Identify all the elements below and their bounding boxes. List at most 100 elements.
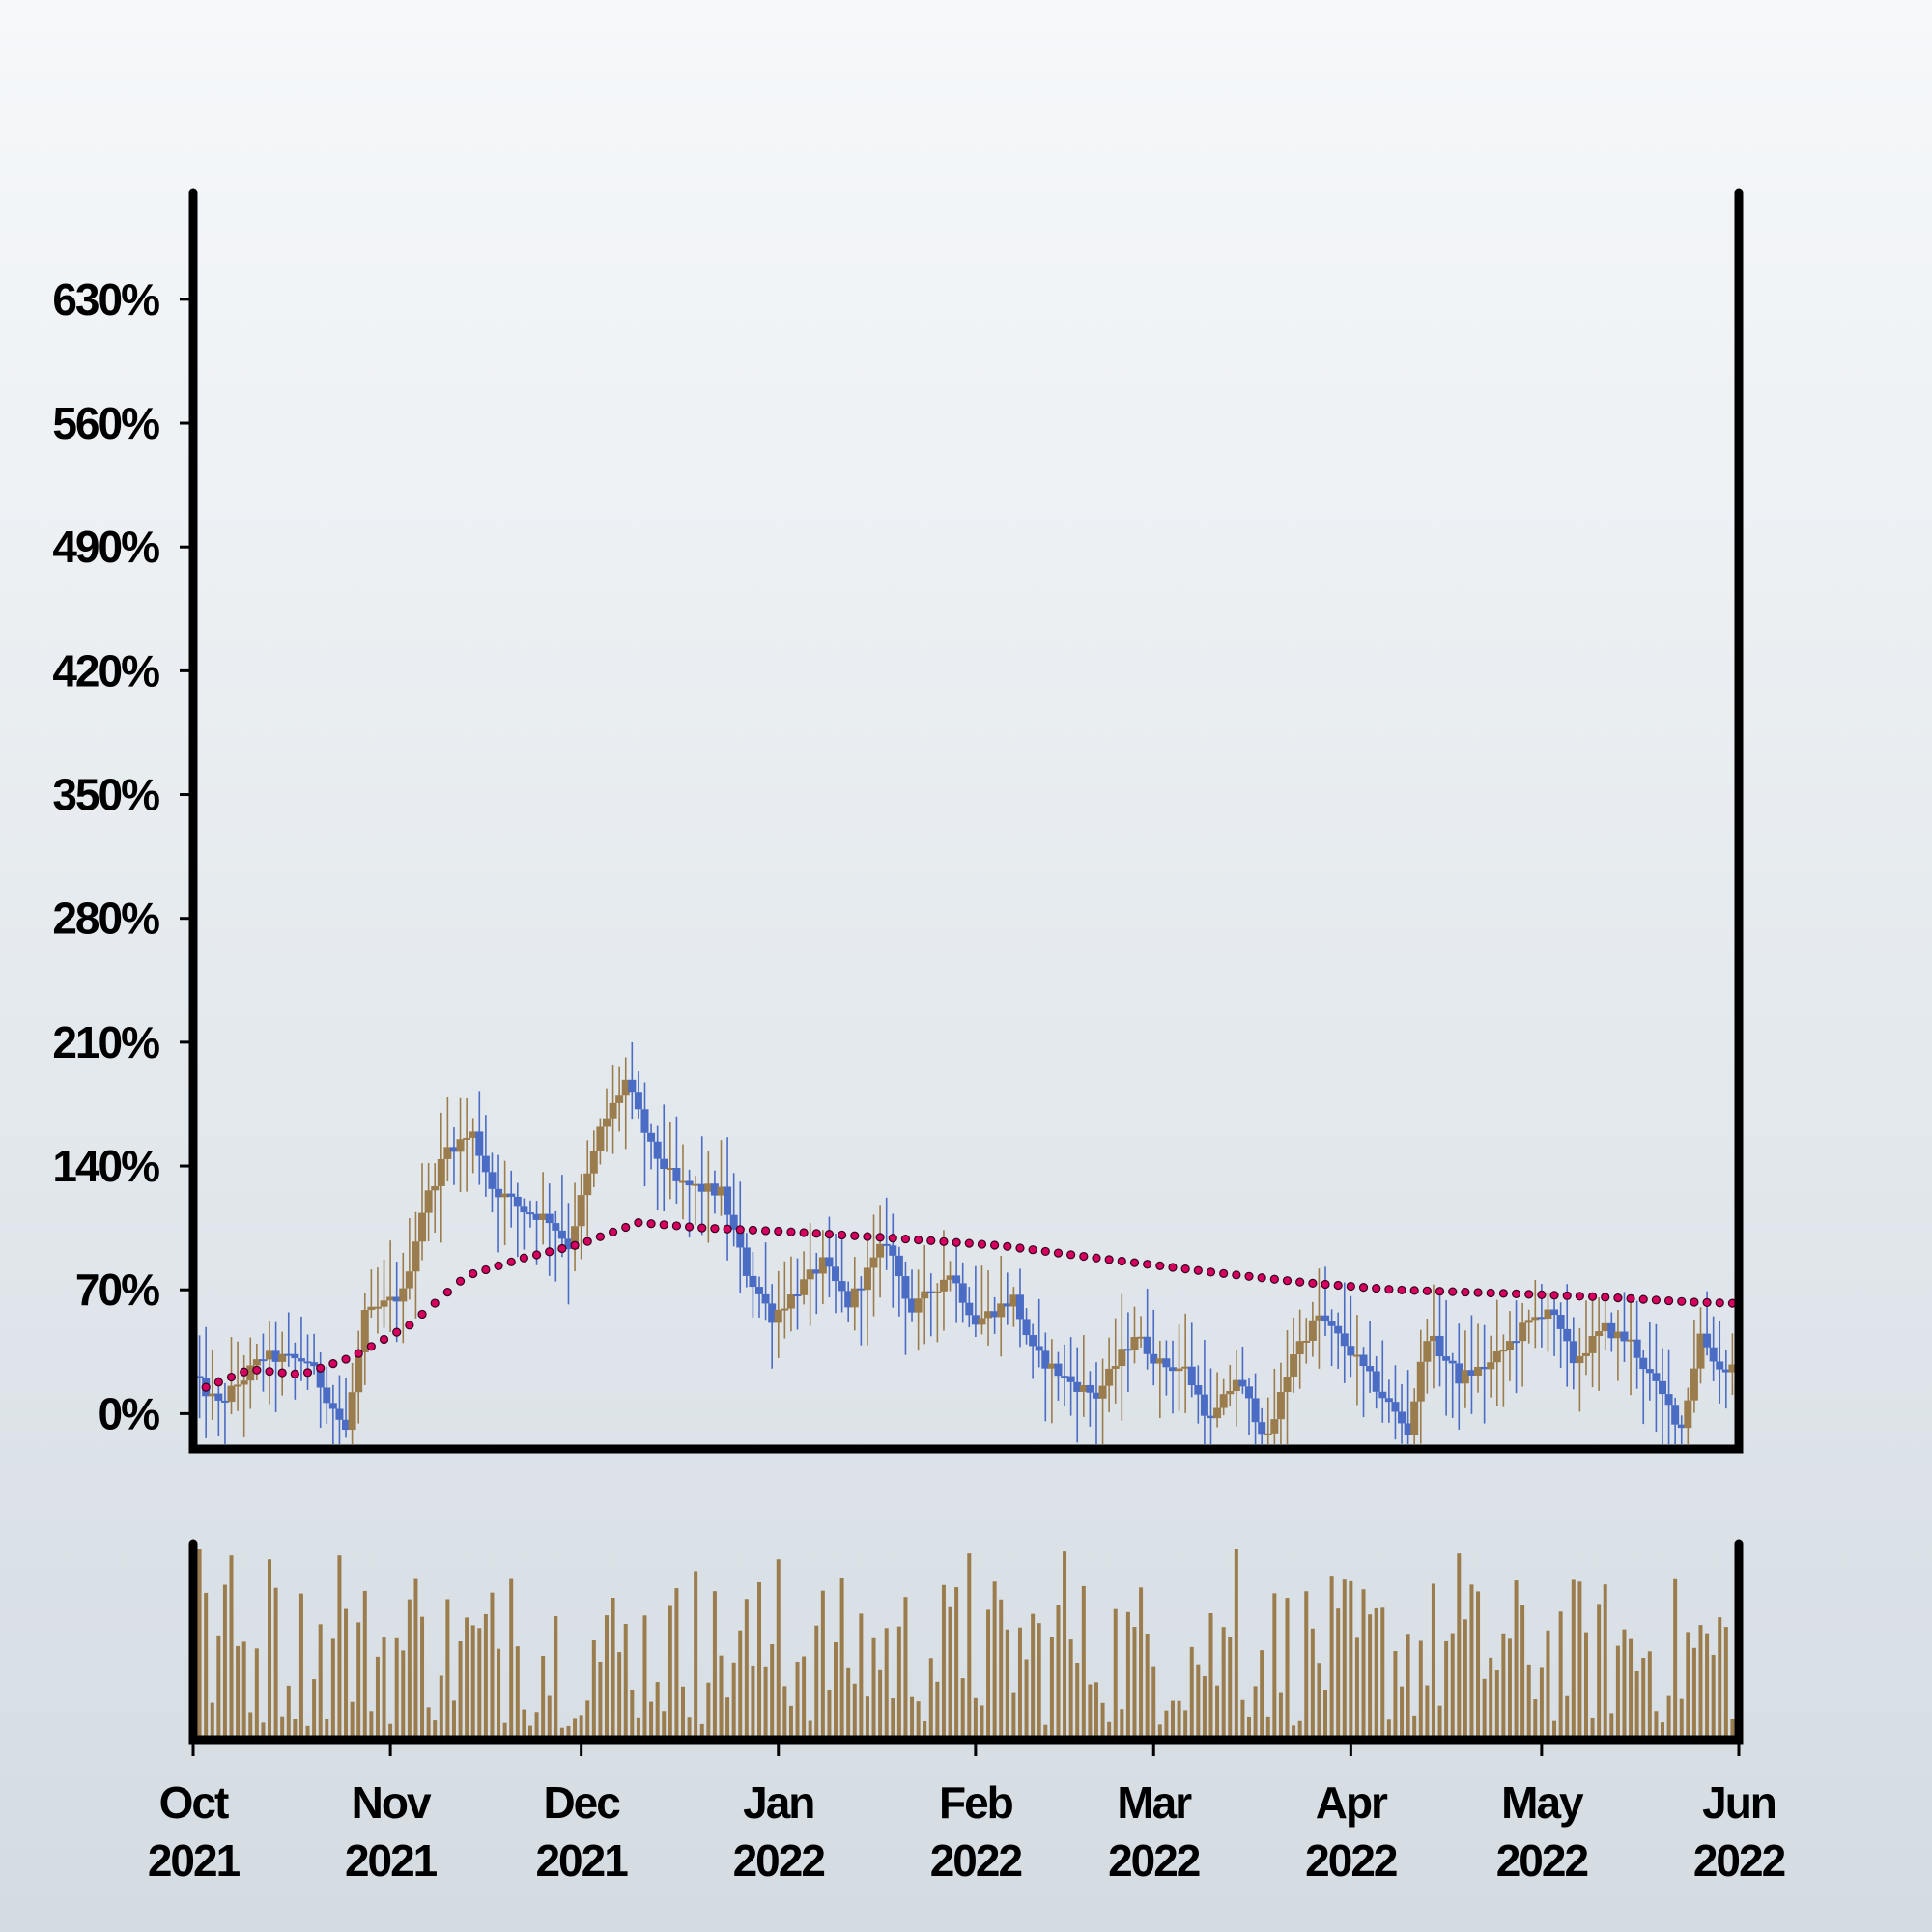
volume-bars (197, 1549, 1735, 1736)
candle-body (1054, 1363, 1063, 1377)
moving-average-point (723, 1224, 732, 1234)
candle-body (933, 1291, 942, 1293)
volume-bar (916, 1701, 921, 1736)
volume-bar (1113, 1608, 1118, 1736)
candle-body (1041, 1350, 1050, 1369)
volume-bar (1457, 1553, 1462, 1736)
candle-body (532, 1213, 541, 1220)
volume-bar (1272, 1593, 1277, 1736)
moving-average-point (557, 1243, 567, 1254)
volume-bar (566, 1725, 571, 1736)
volume-bar (763, 1666, 768, 1736)
candle-body (1035, 1346, 1043, 1351)
moving-average-point (634, 1218, 643, 1228)
volume-bar (1597, 1604, 1602, 1736)
candle-body (500, 1193, 509, 1198)
candle-body (901, 1276, 910, 1299)
moving-average-point (1028, 1245, 1037, 1255)
moving-average-point (1358, 1282, 1369, 1293)
candle-body (1652, 1373, 1661, 1381)
candle-body (1721, 1369, 1730, 1373)
volume-bar (1603, 1584, 1607, 1736)
moving-average-point (1549, 1291, 1559, 1300)
candle-body (386, 1296, 395, 1301)
candle-body (1264, 1433, 1272, 1435)
volume-bar (356, 1622, 361, 1736)
moving-average-point (786, 1227, 796, 1236)
candle-body (1423, 1341, 1432, 1362)
volume-bar (910, 1696, 915, 1736)
volume-bar (1444, 1640, 1449, 1736)
candle-body (266, 1350, 274, 1360)
candle-body (685, 1180, 694, 1186)
volume-bar (878, 1669, 883, 1736)
x-axis-ticks: Oct 2021 Nov 2021 Dec 2021 Jan 2022 Feb 2022 Mar 20… (148, 1740, 1787, 1886)
volume-bar (534, 1712, 539, 1736)
volume-bar (407, 1599, 412, 1736)
moving-average-point (1040, 1246, 1050, 1257)
volume-bar (1723, 1627, 1728, 1736)
candle-body (647, 1132, 656, 1142)
volume-bar (1068, 1639, 1073, 1736)
x-tick-month: Jan (743, 1777, 813, 1828)
candle-body (965, 1302, 974, 1316)
candle-body (1576, 1355, 1584, 1364)
volume-bar (699, 1723, 704, 1736)
candle-body (1111, 1366, 1120, 1369)
volume-bar (1056, 1605, 1061, 1736)
candle-body (1410, 1401, 1419, 1435)
volume-bar (820, 1590, 825, 1736)
volume-bar (268, 1559, 272, 1736)
candle-body (1003, 1303, 1011, 1307)
candle-body (876, 1243, 885, 1258)
volume-bar (236, 1645, 241, 1736)
volume-bar (1304, 1591, 1309, 1736)
volume-bar (1125, 1611, 1130, 1736)
candle-body (1474, 1366, 1483, 1376)
candle-body (246, 1365, 255, 1381)
volume-bar (1196, 1664, 1201, 1736)
volume-bar (293, 1719, 298, 1736)
candle-body (869, 1257, 878, 1268)
candle-body (1416, 1361, 1425, 1402)
candle-body (1372, 1371, 1380, 1392)
volume-bar (375, 1656, 380, 1736)
x-tick-month: Oct (159, 1777, 229, 1828)
moving-average-point (1129, 1258, 1140, 1267)
volume-bar (662, 1711, 667, 1736)
volume-bar (1673, 1578, 1678, 1736)
candle-body (958, 1283, 967, 1303)
candle-body (259, 1359, 268, 1362)
x-tick-year: 2022 (930, 1835, 1022, 1886)
candle-body (1022, 1319, 1031, 1336)
volume-bar (834, 1641, 838, 1736)
candle-body (1709, 1347, 1718, 1362)
candle-body (1448, 1360, 1457, 1364)
moving-average-point (519, 1253, 528, 1263)
volume-bar (1011, 1692, 1016, 1736)
volume-bar (439, 1675, 443, 1736)
volume-bar (757, 1581, 762, 1736)
moving-average-point (494, 1261, 503, 1270)
candle-body (1531, 1317, 1540, 1321)
candle-body (609, 1102, 617, 1119)
x-tick-year: 2022 (733, 1835, 825, 1886)
candle-body (1066, 1376, 1075, 1382)
volume-bar (515, 1646, 520, 1736)
candle-body (984, 1311, 993, 1319)
candle-body (399, 1288, 408, 1302)
x-tick-month: Dec (543, 1777, 620, 1828)
y-tick-label: 140% (52, 1141, 159, 1191)
moving-average-point (939, 1236, 949, 1246)
candle-body (1519, 1322, 1527, 1342)
volume-bar (1240, 1699, 1245, 1736)
volume-bar (312, 1679, 317, 1736)
volume-bar (298, 1593, 303, 1736)
volume-bar (1730, 1719, 1735, 1736)
candle-body (1391, 1402, 1400, 1412)
volume-bar (483, 1613, 488, 1736)
volume-bar (1336, 1608, 1341, 1736)
moving-average-point (1321, 1279, 1330, 1290)
candle-body (1398, 1411, 1406, 1424)
